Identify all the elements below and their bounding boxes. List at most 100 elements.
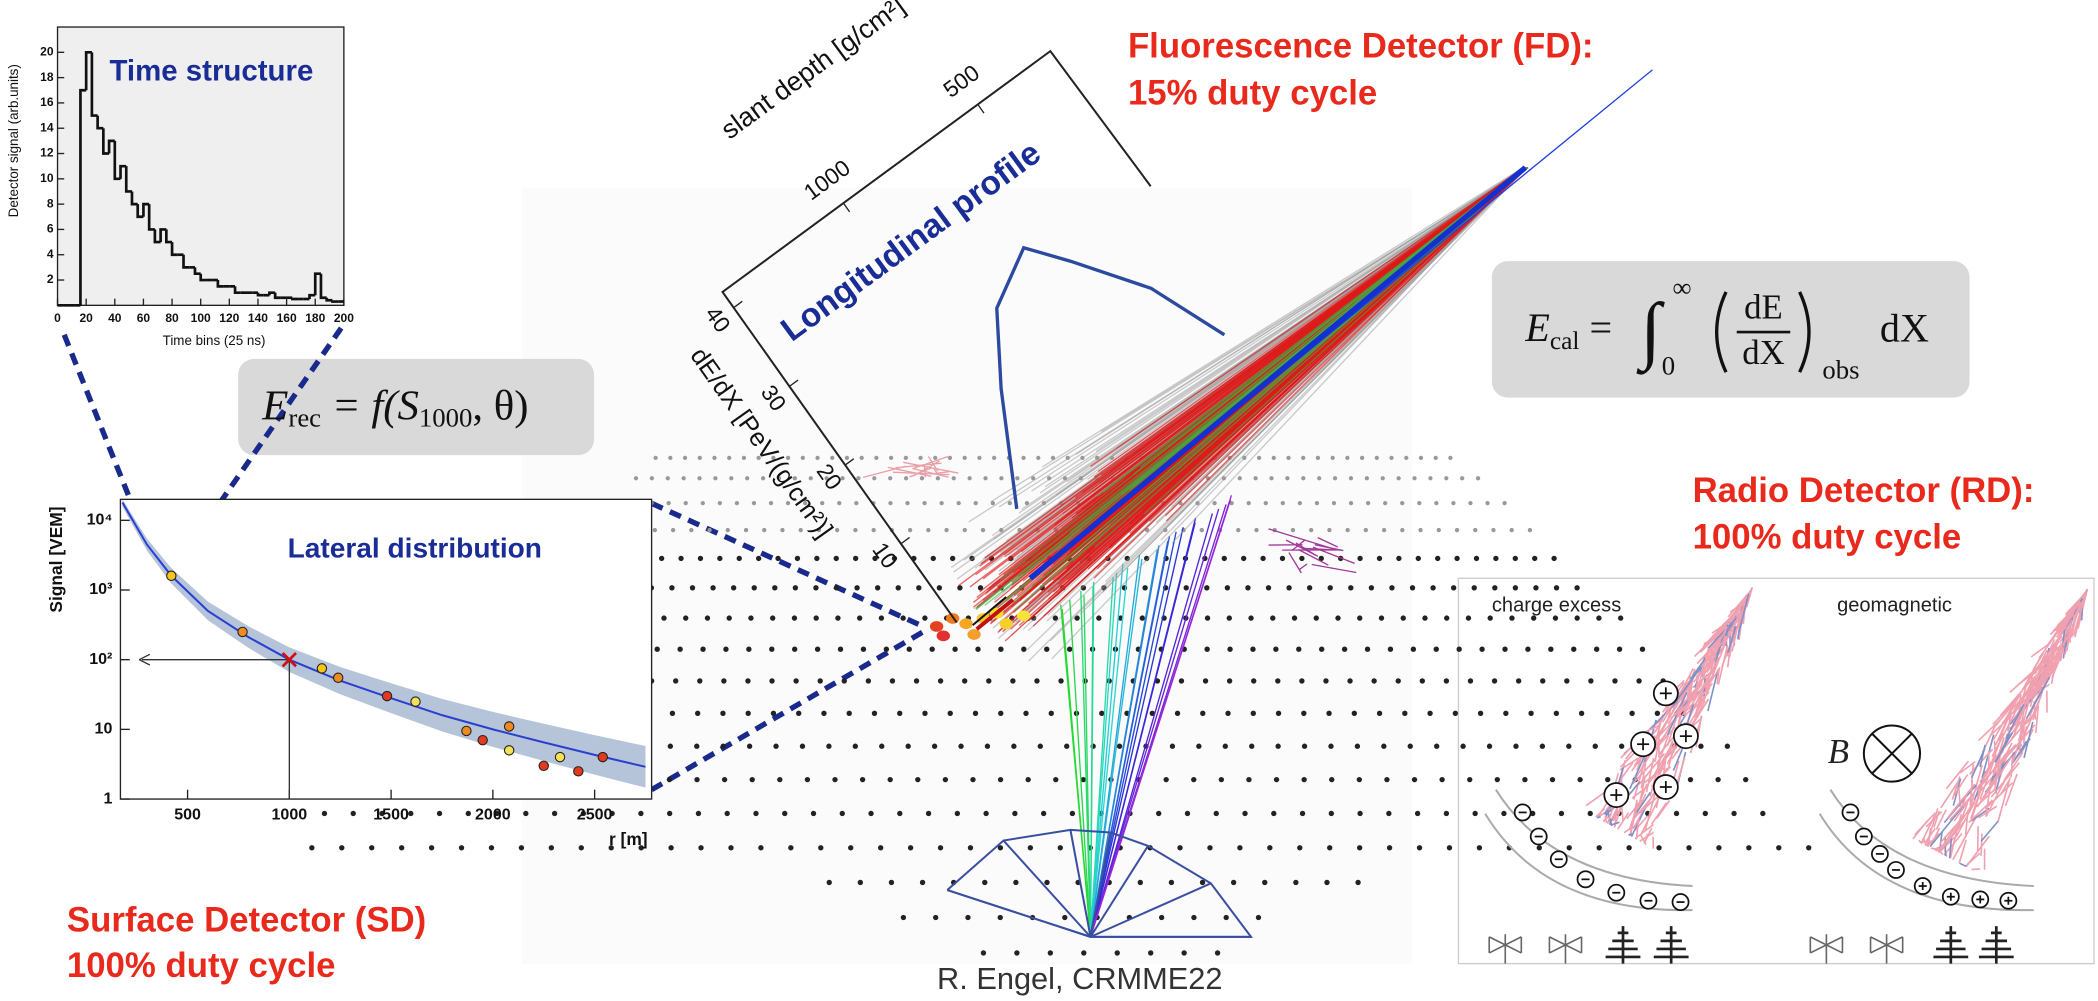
- array-station: [821, 711, 826, 716]
- array-station: [1332, 501, 1336, 505]
- array-station: [1554, 585, 1559, 590]
- radio-particle: [1597, 817, 1601, 818]
- array-station: [1349, 476, 1353, 480]
- y-tick-label: 14: [40, 120, 54, 134]
- array-station: [1357, 556, 1362, 561]
- y-tick-label: 10: [95, 720, 113, 738]
- array-station: [1140, 615, 1145, 620]
- array-station: [1473, 528, 1477, 532]
- array-station: [1478, 711, 1483, 716]
- array-station: [1138, 880, 1143, 885]
- array-station: [952, 476, 956, 480]
- station-signal: [1017, 610, 1030, 621]
- array-station: [1327, 845, 1332, 850]
- array-station: [1533, 585, 1538, 590]
- array-station: [761, 476, 765, 480]
- array-station: [744, 528, 748, 532]
- rd-name: Radio Detector (RD):: [1693, 472, 2035, 510]
- array-station: [792, 615, 797, 620]
- array-station: [897, 711, 902, 716]
- array-station: [860, 456, 864, 460]
- array-station: [1574, 585, 1579, 590]
- array-station: [1275, 678, 1280, 683]
- radio-particle: [1931, 848, 1942, 849]
- array-station: [1254, 528, 1258, 532]
- array-station: [1434, 456, 1438, 460]
- array-station: [1064, 744, 1069, 749]
- y-tick-label: 6: [47, 222, 54, 236]
- array-station: [1377, 711, 1382, 716]
- array-station: [1540, 744, 1545, 749]
- array-station: [875, 585, 880, 590]
- rd-duty: 100% duty cycle: [1693, 519, 1962, 557]
- radio-particle: [1920, 841, 1933, 842]
- array-station: [1222, 556, 1227, 561]
- array-station: [742, 456, 746, 460]
- array-station: [1477, 845, 1482, 850]
- array-station: [1487, 744, 1492, 749]
- lower-limit: 0: [1662, 350, 1675, 380]
- x-tick-label: 500: [174, 805, 201, 823]
- x-tick-label: 40: [108, 311, 122, 325]
- array-station: [915, 777, 920, 782]
- array-station: [1329, 811, 1334, 816]
- array-station: [1491, 528, 1495, 532]
- array-station: [1309, 528, 1313, 532]
- array-station: [856, 476, 860, 480]
- array-station: [933, 456, 937, 460]
- array-station: [973, 711, 978, 716]
- array-station: [922, 501, 926, 505]
- array-station: [695, 711, 700, 716]
- array-station: [769, 647, 774, 652]
- array-station: [1550, 777, 1555, 782]
- array-station: [1444, 678, 1449, 683]
- x-axis-label: Time bins (25 ns): [163, 333, 266, 348]
- array-station: [1317, 476, 1321, 480]
- array-station: [653, 456, 657, 460]
- array-station: [948, 456, 952, 460]
- array-station: [1596, 615, 1601, 620]
- array-station: [857, 615, 862, 620]
- array-station: [1175, 711, 1180, 716]
- array-station: [1629, 711, 1634, 716]
- array-station: [868, 811, 873, 816]
- array-station: [866, 678, 871, 683]
- array-station: [1326, 711, 1331, 716]
- array-station: [1389, 585, 1394, 590]
- array-station: [939, 501, 943, 505]
- array-station: [681, 476, 685, 480]
- array-station: [1300, 811, 1305, 816]
- array-station: [1447, 845, 1452, 850]
- array-station: [1655, 711, 1660, 716]
- array-station: [1437, 528, 1441, 532]
- array-station: [698, 845, 703, 850]
- array-station: [1223, 744, 1228, 749]
- array-station: [1510, 528, 1514, 532]
- array-station: [1266, 585, 1271, 590]
- array-station: [322, 811, 327, 816]
- array-station: [1400, 501, 1404, 505]
- array-station: [900, 615, 905, 620]
- array-station: [1419, 456, 1423, 460]
- array-station: [922, 711, 927, 716]
- array-station: [735, 501, 739, 505]
- array-station: [552, 811, 557, 816]
- array-station: [1522, 777, 1527, 782]
- array-station: [1169, 880, 1174, 885]
- numerator: dE: [1744, 288, 1783, 327]
- array-station: [1503, 711, 1508, 716]
- array-station: [489, 845, 494, 850]
- array-station: [800, 744, 805, 749]
- array-station: [1365, 647, 1370, 652]
- array-station: [1270, 615, 1275, 620]
- array-station: [879, 615, 884, 620]
- x-tick-label: 120: [219, 311, 239, 325]
- array-station: [1293, 880, 1298, 885]
- fd-duty: 15% duty cycle: [1128, 74, 1377, 112]
- array-station: [1366, 501, 1370, 505]
- array-station: [914, 678, 919, 683]
- x-tick-label: 1000: [271, 805, 307, 823]
- array-station: [1021, 647, 1026, 652]
- array-station: [1468, 501, 1472, 505]
- array-station: [907, 647, 912, 652]
